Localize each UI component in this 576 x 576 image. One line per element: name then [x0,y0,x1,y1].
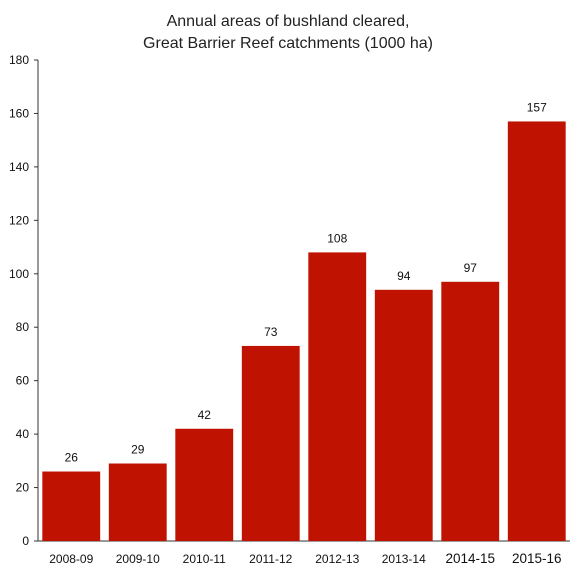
chart-title: Annual areas of bushland cleared, Great … [0,11,576,55]
y-tick-label: 80 [16,320,30,334]
bar [175,428,234,541]
chart-title-line-2: Great Barrier Reef catchments (1000 ha) [143,35,433,52]
y-tick-label: 0 [22,534,29,548]
y-tick-label: 140 [9,160,29,174]
bar [108,463,167,541]
data-label: 73 [264,325,278,339]
data-label: 29 [131,443,145,457]
y-tick-label: 160 [9,106,29,120]
data-label: 26 [65,451,79,465]
bar [308,252,367,541]
x-tick-label: 2015-16 [512,551,562,566]
x-tick-label: 2012-13 [315,552,359,566]
x-tick-label: 2014-15 [445,551,495,566]
y-tick-label: 120 [9,213,29,227]
data-label: 97 [464,261,478,275]
bar [241,345,300,541]
y-tick-label: 60 [16,374,30,388]
bar [374,289,433,541]
y-tick-label: 100 [9,267,29,281]
data-label: 157 [527,100,547,114]
y-tick-label: 180 [9,53,29,67]
data-label: 108 [327,231,347,245]
data-label: 94 [397,269,411,283]
bar [507,121,566,541]
data-label: 42 [198,408,212,422]
y-tick-label: 40 [16,427,30,441]
bar [441,281,500,541]
x-tick-label: 2008-09 [49,552,93,566]
x-tick-label: 2010-11 [183,552,226,566]
x-tick-label: 2013-14 [382,552,426,566]
y-tick-label: 20 [16,481,30,495]
chart-title-line-1: Annual areas of bushland cleared, [166,13,410,30]
x-tick-label: 2011-12 [249,552,292,566]
bar [42,471,101,541]
x-tick-label: 2009-10 [116,552,160,566]
